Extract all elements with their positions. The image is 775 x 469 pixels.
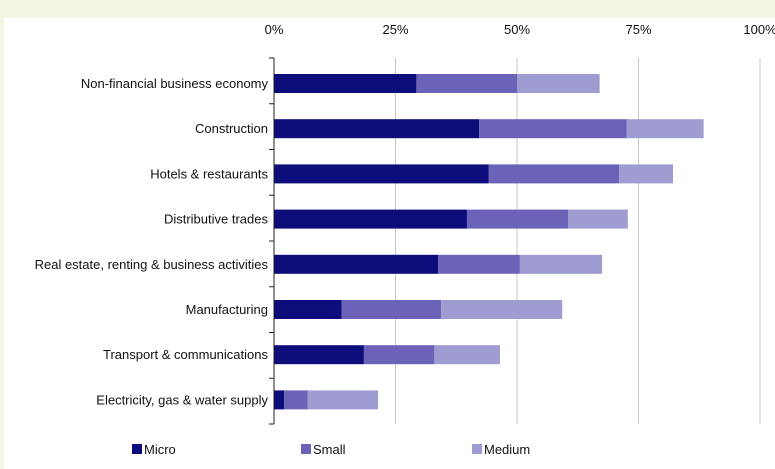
bar-micro-6 <box>274 300 342 319</box>
bar-small-4 <box>466 209 569 229</box>
legend: Micro Small Medium <box>132 442 530 457</box>
bars <box>274 74 704 410</box>
legend-swatch-medium <box>472 444 482 454</box>
bar-medium-7 <box>434 345 500 365</box>
legend-label-small: Small <box>313 442 346 457</box>
bar-small-1 <box>416 74 517 93</box>
x-axis-ticks: 0% 25% 50% 75% 100% <box>265 22 775 37</box>
category-label: Hotels & restaurants <box>150 166 268 181</box>
bar-micro-3 <box>274 164 489 184</box>
x-tick-label: 0% <box>265 22 284 37</box>
legend-label-medium: Medium <box>484 442 530 457</box>
bar-micro-1 <box>274 74 417 93</box>
bar-small-6 <box>341 300 442 319</box>
legend-label-micro: Micro <box>144 442 176 457</box>
bar-micro-7 <box>274 345 364 365</box>
legend-swatch-small <box>301 444 311 454</box>
legend-swatch-micro <box>132 444 142 454</box>
gridlines <box>395 58 761 424</box>
x-tick-label: 75% <box>625 22 651 37</box>
category-label: Construction <box>195 121 268 136</box>
bar-medium-1 <box>517 74 600 93</box>
chart-frame: 0% 25% 50% 75% 100% Non-financial business e… <box>4 18 775 469</box>
bar-small-8 <box>284 390 308 410</box>
y-axis <box>269 57 275 425</box>
x-tick-label: 25% <box>382 22 408 37</box>
bar-medium-6 <box>441 300 563 319</box>
bar-medium-4 <box>568 209 628 229</box>
category-label: Electricity, gas & water supply <box>96 392 268 407</box>
bar-medium-3 <box>619 164 674 184</box>
x-tick-label: 50% <box>504 22 530 37</box>
bar-small-3 <box>488 164 620 184</box>
bar-micro-5 <box>274 254 439 274</box>
bar-medium-5 <box>519 254 603 274</box>
bar-small-2 <box>479 119 627 139</box>
bar-small-5 <box>438 254 520 274</box>
bar-micro-2 <box>274 119 480 139</box>
category-label: Manufacturing <box>186 302 268 317</box>
bar-micro-8 <box>274 390 285 410</box>
category-label: Non-financial business economy <box>81 76 269 91</box>
bar-micro-4 <box>274 209 467 229</box>
category-label: Distributive trades <box>164 212 269 227</box>
bar-small-7 <box>363 345 435 365</box>
bar-medium-8 <box>307 390 379 410</box>
stacked-bar-chart: 0% 25% 50% 75% 100% Non-financial business e… <box>35 22 775 457</box>
category-label: Transport & communications <box>103 347 268 362</box>
bar-medium-2 <box>626 119 704 139</box>
category-label: Real estate, renting & business activiti… <box>35 257 269 272</box>
category-labels: Non-financial business economy Constructi… <box>35 76 269 407</box>
x-tick-label: 100% <box>743 22 775 37</box>
